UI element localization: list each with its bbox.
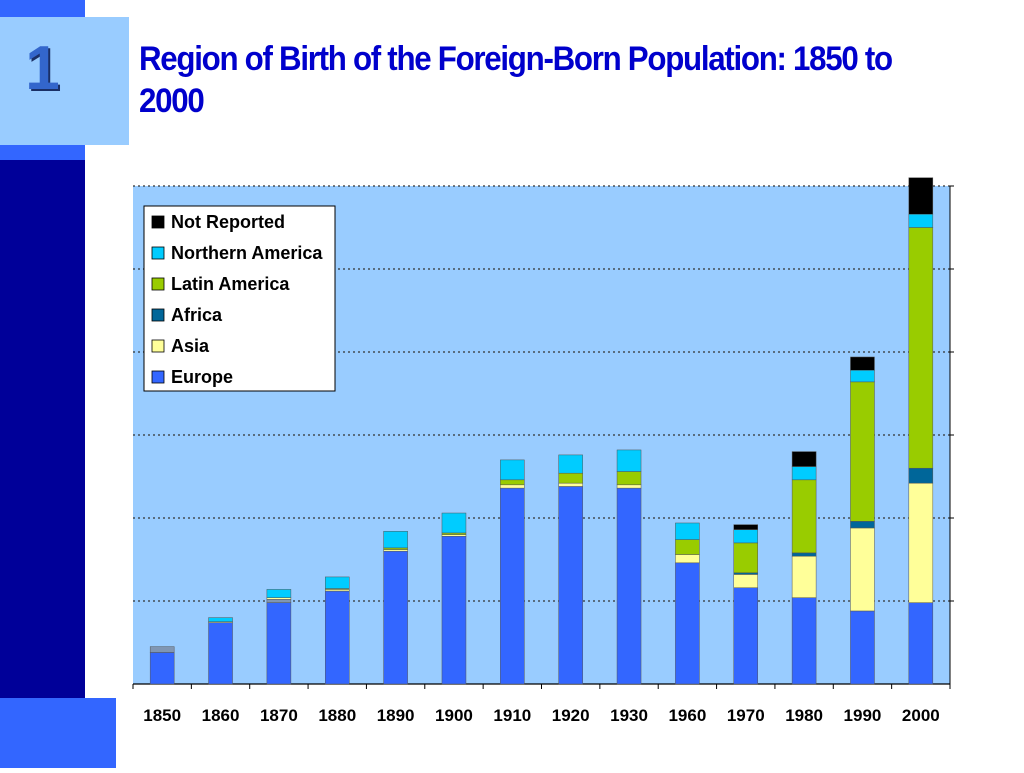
legend-swatch-africa	[151, 308, 165, 322]
bar-1970-europe	[733, 587, 758, 685]
legend-label-northern-america: Northern America	[171, 243, 323, 263]
bar-1990-not-reported	[850, 356, 875, 371]
legend-box	[143, 205, 336, 392]
x-tick-label-1900: 1900	[435, 706, 473, 725]
bar-1980-asia	[791, 555, 817, 598]
x-tick-label-1860: 1860	[202, 706, 240, 725]
slide-number-badge	[0, 17, 129, 145]
x-tick-label-1930: 1930	[610, 706, 648, 725]
bar-1970-not-reported	[733, 524, 758, 530]
bar-1910-europe	[500, 487, 525, 685]
bar-1860-northern-america	[208, 617, 233, 622]
bar-2000-northern-america	[908, 213, 934, 228]
bar-1970-asia	[733, 574, 758, 588]
bar-1890-northern-america	[383, 531, 408, 549]
x-tick-label-1960: 1960	[668, 706, 706, 725]
bar-1980-not-reported	[791, 451, 817, 467]
bar-1880-northern-america	[325, 576, 350, 589]
bar-2000-asia	[908, 482, 934, 603]
bar-1870-northern-america	[266, 589, 292, 598]
x-tick-label-1880: 1880	[318, 706, 356, 725]
x-tick-label-1910: 1910	[493, 706, 531, 725]
bar-1970-latin-america	[733, 542, 758, 574]
bar-1980-latin-america	[791, 479, 817, 554]
bar-1960-asia	[675, 554, 700, 564]
bar-1860-europe	[208, 622, 233, 685]
bar-1990-latin-america	[850, 381, 875, 522]
bar-1870-other	[266, 599, 292, 603]
legend-swatch-asia	[151, 339, 165, 353]
bar-1900-northern-america	[441, 512, 467, 534]
legend-label-not-reported: Not Reported	[171, 212, 285, 232]
bar-1930-northern-america	[616, 449, 642, 472]
bar-1930-europe	[616, 487, 642, 685]
bar-1930-latin-america	[616, 471, 642, 486]
bar-2000-europe	[908, 602, 934, 685]
bar-1960-northern-america	[675, 522, 700, 540]
legend-label-latin-america: Latin America	[171, 274, 290, 294]
bar-1910-northern-america	[500, 459, 525, 481]
bar-1850-europe	[149, 652, 175, 685]
x-tick-label-1890: 1890	[377, 706, 415, 725]
x-tick-label-1870: 1870	[260, 706, 298, 725]
bar-1910-latin-america	[500, 479, 525, 486]
bar-1900-europe	[441, 536, 467, 685]
bar-1990-northern-america	[850, 370, 875, 383]
slide-number: 1	[25, 34, 60, 103]
bar-1930-asia	[616, 484, 642, 489]
legend-swatch-latin-america	[151, 277, 165, 291]
bar-1990-africa	[850, 521, 875, 529]
bar-1880-europe	[325, 590, 350, 685]
x-tick-label-1970: 1970	[727, 706, 765, 725]
bar-2000-latin-america	[908, 227, 934, 469]
bar-1920-northern-america	[558, 454, 583, 474]
bar-1960-latin-america	[675, 539, 700, 555]
x-tick-label-2000: 2000	[902, 706, 940, 725]
x-tick-label-1980: 1980	[785, 706, 823, 725]
bar-1890-europe	[383, 550, 408, 685]
left-band-bottom	[0, 698, 116, 768]
bar-1920-latin-america	[558, 472, 583, 484]
bar-1910-asia	[500, 484, 525, 489]
x-tick-label-1850: 1850	[143, 706, 181, 725]
bar-1980-northern-america	[791, 466, 817, 481]
bar-1920-europe	[558, 486, 583, 685]
bar-2000-africa	[908, 467, 934, 484]
legend: Not Reported Northern America Latin Americ…	[143, 205, 336, 392]
bar-1960-europe	[675, 562, 700, 685]
legend-swatch-europe	[151, 370, 165, 384]
legend-label-asia: Asia	[171, 336, 210, 356]
bar-1970-northern-america	[733, 529, 758, 544]
slide-title: Region of Birth of the Foreign-Born Popu…	[139, 40, 893, 120]
bar-1990-asia	[850, 527, 875, 612]
bar-1980-africa	[791, 552, 817, 557]
x-tick-label-1990: 1990	[844, 706, 882, 725]
bar-1920-asia	[558, 482, 583, 487]
bar-1870-europe	[266, 602, 292, 685]
legend-swatch-northern-america	[151, 246, 165, 260]
bar-1850-other	[149, 646, 175, 653]
legend-label-africa: Africa	[171, 305, 223, 325]
bar-1990-europe	[850, 610, 875, 685]
legend-swatch-not-reported	[151, 215, 165, 229]
x-tick-label-1920: 1920	[552, 706, 590, 725]
bar-2000-not-reported	[908, 177, 934, 215]
bar-1980-europe	[791, 597, 817, 685]
legend-label-europe: Europe	[171, 367, 233, 387]
